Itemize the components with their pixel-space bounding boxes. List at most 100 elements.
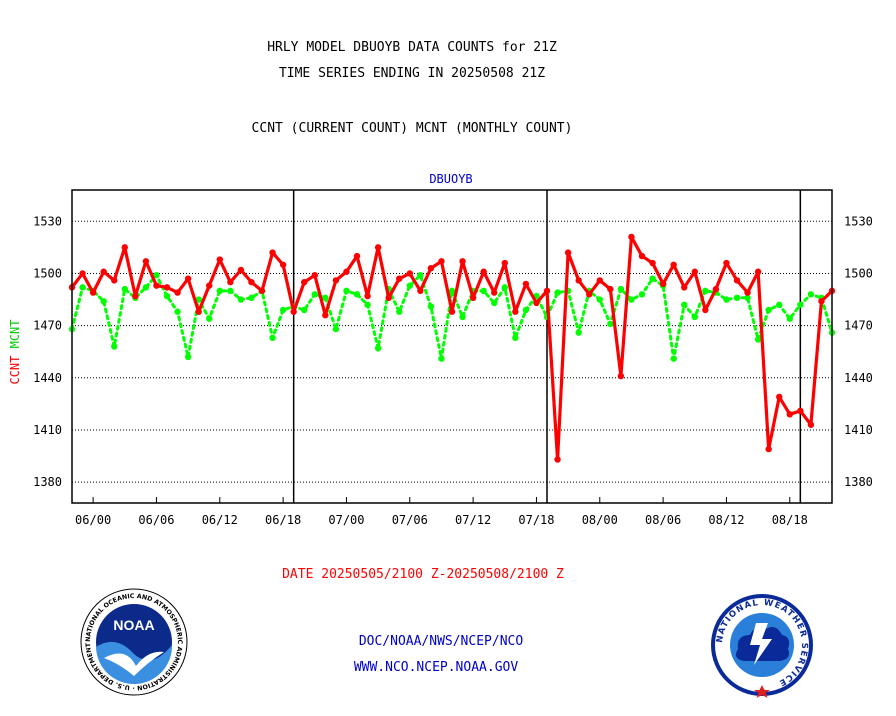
- data-point-ccnt: [448, 308, 456, 315]
- data-point-mcnt: [100, 298, 107, 305]
- data-point-ccnt: [206, 282, 213, 289]
- noaa-logo-wordmark: NOAA: [113, 617, 154, 633]
- data-point-ccnt: [343, 268, 350, 275]
- data-point-ccnt: [607, 285, 614, 293]
- date-range-label: DATE 20250505/2100 Z-20250508/2100 Z: [282, 567, 564, 582]
- data-point-ccnt: [501, 259, 508, 267]
- y-tick-label-right: 1500: [844, 266, 873, 280]
- data-point-mcnt: [343, 287, 350, 295]
- data-point-mcnt: [195, 296, 202, 303]
- x-tick-label: 06/00: [75, 513, 111, 527]
- data-point-ccnt: [522, 280, 530, 288]
- data-point-ccnt: [100, 268, 107, 275]
- data-point-ccnt: [564, 249, 572, 256]
- data-point-ccnt: [649, 259, 656, 267]
- data-point-ccnt: [691, 268, 698, 275]
- data-point-ccnt: [480, 268, 487, 275]
- data-point-ccnt: [797, 407, 804, 415]
- x-tick-label: 07/12: [455, 513, 491, 527]
- y-tick-label-right: 1440: [844, 371, 873, 385]
- data-point-mcnt: [237, 296, 245, 303]
- data-point-ccnt: [332, 277, 340, 284]
- y-tick-label-left: 1530: [33, 214, 62, 228]
- plot-border: [71, 189, 833, 504]
- y-axis-label-mcnt: MCNT: [8, 319, 22, 348]
- data-point-mcnt: [396, 308, 403, 315]
- axis-layer: 1380 1380 1410 1410 1440 1440 1470 1470 1500 1500…: [33, 214, 873, 527]
- x-tick-label: 07/18: [518, 513, 554, 527]
- y-axis-label-ccnt: CCNT: [8, 356, 22, 385]
- y-tick-label-left: 1380: [33, 475, 62, 489]
- data-point-ccnt: [353, 252, 361, 260]
- data-point-ccnt: [279, 261, 287, 268]
- footer-link-website[interactable]: WWW.NCO.NCEP.NOAA.GOV: [354, 660, 519, 675]
- data-point-ccnt: [807, 421, 815, 428]
- series-layer: [68, 233, 836, 463]
- data-point-mcnt: [269, 334, 276, 342]
- data-point-ccnt: [142, 258, 150, 265]
- data-point-ccnt: [132, 292, 139, 300]
- data-point-ccnt: [438, 258, 445, 265]
- data-point-mcnt: [754, 336, 762, 343]
- y-tick-label-left: 1410: [33, 423, 62, 437]
- data-point-ccnt: [733, 277, 741, 284]
- data-point-ccnt: [543, 287, 551, 295]
- data-point-mcnt: [797, 301, 804, 308]
- y-tick-label-right: 1410: [844, 423, 873, 437]
- data-point-mcnt: [438, 355, 445, 362]
- data-point-ccnt: [396, 275, 403, 282]
- data-point-mcnt: [279, 306, 287, 314]
- data-point-ccnt: [776, 393, 783, 401]
- data-point-ccnt: [754, 268, 762, 275]
- data-point-mcnt: [374, 345, 382, 352]
- data-point-ccnt: [258, 287, 266, 295]
- data-point-mcnt: [617, 285, 625, 293]
- data-point-mcnt: [248, 294, 255, 302]
- data-point-mcnt: [702, 287, 709, 295]
- data-point-mcnt: [184, 353, 192, 361]
- y-tick-label-left: 1440: [33, 371, 62, 385]
- data-point-mcnt: [786, 315, 793, 322]
- data-point-ccnt: [89, 289, 97, 296]
- data-point-ccnt: [427, 265, 435, 272]
- data-point-mcnt: [480, 287, 487, 295]
- data-point-mcnt: [776, 301, 783, 308]
- data-point-ccnt: [184, 275, 192, 282]
- data-point-mcnt: [554, 289, 561, 296]
- data-point-ccnt: [670, 261, 677, 268]
- data-point-ccnt: [596, 277, 603, 284]
- data-point-ccnt: [301, 278, 308, 286]
- data-point-ccnt: [681, 284, 688, 291]
- y-tick-label-right: 1470: [844, 319, 873, 333]
- data-point-mcnt: [522, 306, 530, 314]
- data-point-mcnt: [733, 294, 741, 302]
- data-point-ccnt: [459, 258, 466, 265]
- data-point-mcnt: [807, 291, 815, 298]
- y-tick-label-left: 1500: [33, 266, 62, 280]
- chart-title-line1: HRLY MODEL DBUOYB DATA COUNTS for 21Z: [267, 40, 557, 55]
- data-point-mcnt: [628, 296, 635, 303]
- data-point-ccnt: [79, 270, 86, 277]
- data-point-mcnt: [491, 299, 498, 307]
- data-point-ccnt: [311, 272, 318, 279]
- data-point-mcnt: [227, 287, 234, 295]
- data-point-ccnt: [322, 312, 329, 319]
- data-point-ccnt: [237, 266, 245, 274]
- data-point-mcnt: [744, 294, 751, 302]
- data-point-ccnt: [216, 256, 223, 263]
- data-point-ccnt: [818, 298, 825, 305]
- chart-title-line2: TIME SERIES ENDING IN 20250508 21Z: [279, 66, 545, 81]
- x-tick-label: 06/12: [202, 513, 238, 527]
- data-point-mcnt: [691, 313, 698, 321]
- data-point-ccnt: [290, 308, 297, 315]
- data-point-mcnt: [332, 325, 340, 333]
- data-point-mcnt: [153, 272, 160, 279]
- x-tick-label: 07/06: [392, 513, 428, 527]
- data-point-ccnt: [364, 292, 371, 300]
- data-point-mcnt: [649, 275, 656, 282]
- footer-link-nco[interactable]: DOC/NOAA/NWS/NCEP/NCO: [359, 634, 524, 649]
- data-point-ccnt: [111, 277, 118, 284]
- data-point-ccnt: [374, 244, 382, 251]
